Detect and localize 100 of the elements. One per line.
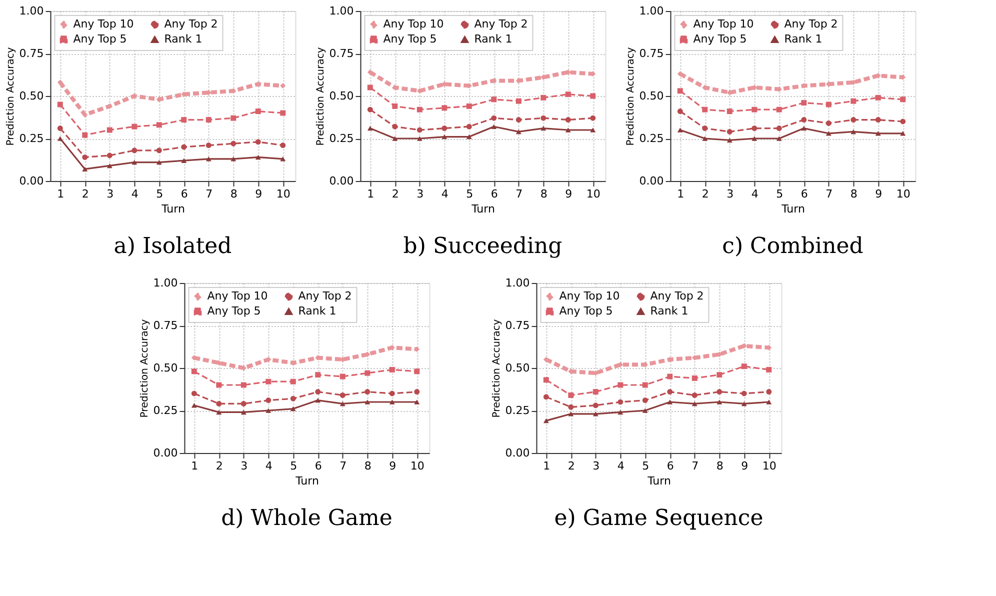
point bbox=[416, 127, 422, 133]
legend-label: Any Top 5 bbox=[73, 32, 127, 46]
legend-label: Any Top 10 bbox=[73, 18, 134, 31]
point bbox=[826, 131, 832, 136]
point bbox=[340, 374, 346, 380]
y-tick-label: 0.75 bbox=[153, 319, 178, 332]
point bbox=[491, 124, 497, 129]
point bbox=[280, 110, 286, 116]
point bbox=[181, 158, 187, 163]
x-tick-label: 1 bbox=[191, 460, 198, 472]
x-tick-label: 9 bbox=[389, 460, 396, 472]
point bbox=[850, 98, 856, 104]
y-tick-label: 0.50 bbox=[505, 362, 530, 374]
point bbox=[367, 84, 373, 90]
point bbox=[741, 364, 747, 370]
point bbox=[206, 156, 212, 162]
x-tick-label: 7 bbox=[206, 188, 213, 200]
point bbox=[592, 389, 598, 395]
point bbox=[692, 401, 698, 406]
point bbox=[181, 144, 187, 150]
x-tick-label: 9 bbox=[741, 460, 748, 472]
point bbox=[280, 156, 286, 162]
y-tick-label: 0.25 bbox=[153, 404, 178, 417]
point bbox=[565, 128, 571, 132]
point bbox=[230, 156, 236, 162]
y-tick-label: 0.75 bbox=[505, 319, 530, 332]
legend-label: Any Top 5 bbox=[693, 32, 747, 46]
x-tick-label: 3 bbox=[240, 460, 248, 472]
text: c) Combined bbox=[722, 234, 864, 259]
point bbox=[801, 117, 807, 123]
x-tick-label: 9 bbox=[875, 188, 882, 200]
x-tick-label: 9 bbox=[565, 188, 572, 200]
point bbox=[132, 148, 138, 154]
point bbox=[315, 398, 321, 403]
x-tick-label: 6 bbox=[180, 188, 188, 200]
x-tick-label: 3 bbox=[416, 188, 424, 200]
point bbox=[667, 400, 673, 404]
point bbox=[230, 115, 236, 121]
y-tick-label: 1.00 bbox=[505, 276, 530, 290]
x-axis-title: Turn bbox=[470, 202, 495, 216]
y-tick-label: 1.00 bbox=[153, 276, 178, 290]
point bbox=[106, 152, 112, 158]
point bbox=[240, 382, 246, 388]
point bbox=[741, 401, 747, 406]
point bbox=[392, 136, 398, 141]
point bbox=[132, 124, 138, 130]
point bbox=[367, 106, 373, 112]
x-tick-label: 7 bbox=[826, 188, 833, 200]
point bbox=[568, 392, 574, 398]
point bbox=[491, 96, 497, 102]
x-tick-label: 6 bbox=[666, 460, 674, 472]
point bbox=[540, 126, 546, 131]
point bbox=[850, 117, 856, 123]
text: d) Whole Game bbox=[221, 506, 392, 531]
y-tick-label: 0.25 bbox=[505, 404, 530, 417]
x-tick-label: 8 bbox=[540, 188, 548, 200]
point bbox=[752, 106, 758, 112]
point bbox=[280, 142, 286, 148]
legend-label: Any Top 5 bbox=[559, 304, 613, 318]
point bbox=[590, 93, 596, 99]
x-tick-label: 8 bbox=[364, 460, 372, 472]
y-tick-label: 0.50 bbox=[19, 90, 44, 102]
point bbox=[191, 368, 197, 374]
point bbox=[280, 83, 286, 89]
point bbox=[255, 139, 261, 145]
point bbox=[726, 128, 732, 134]
point bbox=[106, 163, 112, 168]
x-tick-label: 10 bbox=[762, 460, 776, 472]
point bbox=[516, 98, 522, 104]
point bbox=[364, 370, 370, 376]
x-tick-label: 6 bbox=[800, 188, 808, 200]
legend-label: Any Top 2 bbox=[298, 290, 352, 303]
y-tick-label: 0.25 bbox=[639, 132, 664, 145]
y-tick-label: 0.75 bbox=[329, 47, 354, 60]
point bbox=[702, 126, 708, 132]
point bbox=[565, 117, 571, 123]
point bbox=[590, 128, 596, 132]
y-tick-label: 0.25 bbox=[329, 132, 354, 145]
point bbox=[900, 96, 906, 102]
point bbox=[255, 108, 261, 114]
point bbox=[716, 372, 722, 378]
x-tick-label: 5 bbox=[642, 460, 650, 472]
point bbox=[290, 406, 296, 412]
point bbox=[642, 408, 648, 413]
point bbox=[466, 103, 472, 109]
point bbox=[677, 108, 683, 114]
point bbox=[106, 127, 112, 133]
point bbox=[206, 117, 212, 123]
x-tick-label: 5 bbox=[466, 188, 474, 200]
point bbox=[266, 398, 272, 404]
point bbox=[414, 400, 420, 404]
x-tick-label: 4 bbox=[751, 188, 758, 200]
legend-label: Any Top 2 bbox=[164, 18, 218, 31]
point bbox=[766, 366, 772, 372]
point bbox=[618, 410, 624, 415]
x-tick-label: 10 bbox=[896, 188, 910, 200]
point bbox=[442, 126, 448, 132]
x-tick-label: 4 bbox=[131, 188, 138, 200]
point bbox=[340, 401, 346, 406]
legend-label: Any Top 2 bbox=[474, 18, 528, 31]
